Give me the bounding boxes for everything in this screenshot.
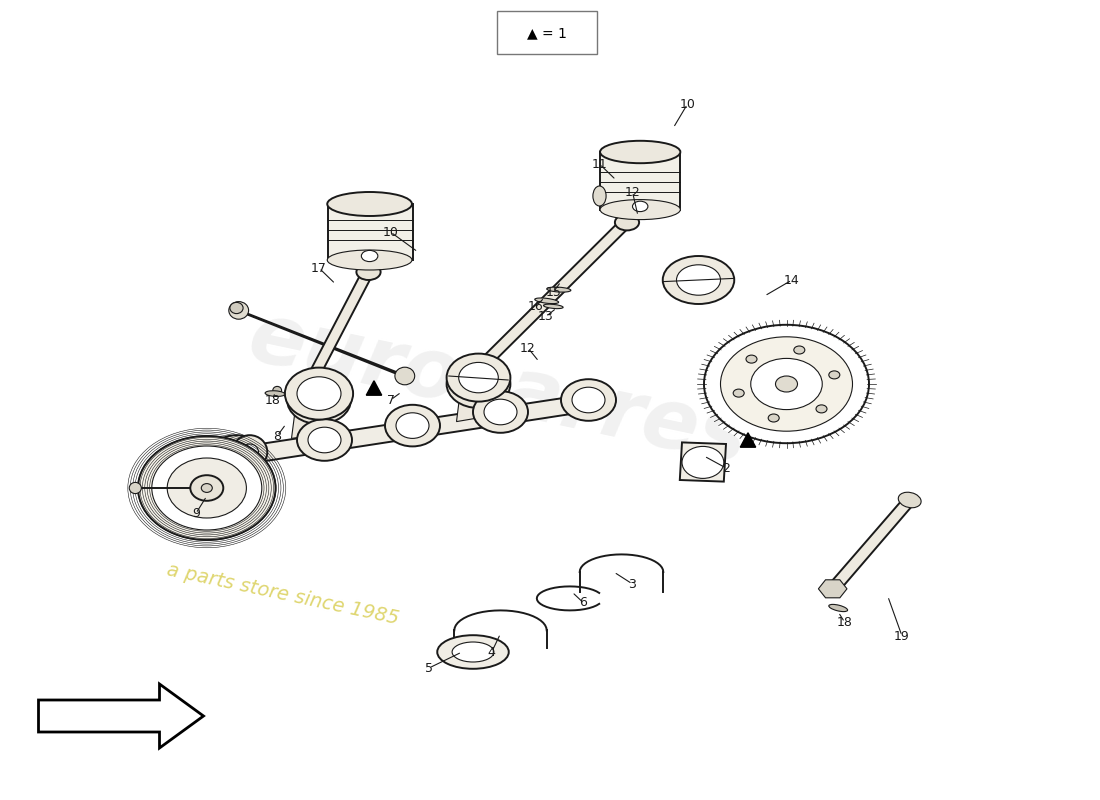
Ellipse shape [190, 475, 223, 501]
Ellipse shape [308, 427, 341, 453]
Ellipse shape [396, 413, 429, 438]
Ellipse shape [229, 302, 249, 319]
Text: 18: 18 [265, 394, 280, 406]
Ellipse shape [328, 192, 412, 216]
Polygon shape [740, 433, 756, 447]
Text: 12: 12 [625, 186, 640, 198]
Ellipse shape [447, 354, 510, 402]
Ellipse shape [816, 405, 827, 413]
Polygon shape [299, 270, 374, 394]
Text: 4: 4 [487, 646, 496, 658]
Text: 14: 14 [784, 274, 800, 286]
Ellipse shape [130, 482, 142, 494]
Ellipse shape [265, 390, 285, 397]
Text: 10: 10 [383, 226, 398, 238]
Ellipse shape [593, 186, 606, 206]
Text: 7: 7 [386, 394, 395, 406]
Ellipse shape [459, 369, 498, 399]
Polygon shape [292, 392, 328, 438]
FancyBboxPatch shape [497, 11, 597, 54]
Ellipse shape [734, 389, 745, 397]
Ellipse shape [285, 367, 353, 419]
Ellipse shape [746, 355, 757, 363]
Ellipse shape [356, 264, 381, 280]
Polygon shape [600, 152, 680, 210]
Text: ▲ = 1: ▲ = 1 [527, 26, 568, 40]
Text: 3: 3 [628, 578, 637, 590]
Text: 12: 12 [520, 342, 536, 354]
Ellipse shape [682, 446, 724, 478]
Ellipse shape [794, 346, 805, 354]
Text: 5: 5 [425, 662, 433, 674]
Ellipse shape [385, 405, 440, 446]
Text: 8: 8 [273, 430, 282, 442]
Text: 11: 11 [592, 158, 607, 170]
Ellipse shape [459, 362, 498, 393]
Polygon shape [462, 219, 632, 382]
Ellipse shape [209, 435, 264, 477]
Ellipse shape [297, 419, 352, 461]
Ellipse shape [601, 200, 680, 219]
Text: eurocarres: eurocarres [242, 296, 756, 481]
Text: 6: 6 [579, 596, 587, 609]
Ellipse shape [768, 414, 779, 422]
Ellipse shape [395, 367, 415, 385]
Ellipse shape [152, 446, 262, 530]
Ellipse shape [484, 399, 517, 425]
Ellipse shape [704, 325, 869, 443]
Polygon shape [220, 392, 603, 468]
Ellipse shape [828, 604, 848, 612]
Ellipse shape [438, 635, 508, 669]
Polygon shape [366, 381, 382, 395]
Text: 9: 9 [191, 507, 200, 520]
Ellipse shape [241, 444, 258, 460]
Ellipse shape [543, 304, 563, 309]
Ellipse shape [361, 250, 378, 262]
Text: 10: 10 [680, 98, 695, 110]
Ellipse shape [299, 385, 339, 415]
Ellipse shape [230, 302, 243, 314]
Polygon shape [456, 372, 495, 422]
Ellipse shape [220, 443, 253, 469]
Ellipse shape [572, 387, 605, 413]
Text: 18: 18 [837, 616, 852, 629]
Ellipse shape [139, 436, 275, 540]
Polygon shape [231, 308, 412, 378]
Ellipse shape [776, 376, 798, 392]
Ellipse shape [447, 360, 510, 408]
Polygon shape [827, 498, 915, 592]
Ellipse shape [615, 214, 639, 230]
Ellipse shape [328, 250, 412, 270]
Text: 13: 13 [538, 310, 553, 323]
Text: 16: 16 [528, 300, 543, 313]
Ellipse shape [662, 256, 735, 304]
Text: 19: 19 [894, 630, 910, 642]
Ellipse shape [720, 337, 852, 431]
Ellipse shape [561, 379, 616, 421]
Polygon shape [680, 442, 726, 482]
Text: 2: 2 [722, 462, 730, 474]
Ellipse shape [750, 358, 823, 410]
Ellipse shape [828, 371, 839, 379]
Ellipse shape [899, 492, 921, 508]
Polygon shape [39, 684, 204, 748]
Ellipse shape [273, 386, 282, 394]
Ellipse shape [547, 287, 571, 292]
Ellipse shape [632, 201, 648, 212]
Polygon shape [818, 580, 847, 598]
Ellipse shape [201, 483, 212, 492]
Polygon shape [328, 204, 412, 260]
Ellipse shape [167, 458, 246, 518]
Text: 15: 15 [546, 286, 561, 298]
Ellipse shape [297, 377, 341, 410]
Ellipse shape [287, 376, 351, 424]
Ellipse shape [232, 435, 267, 469]
Text: a parts store since 1985: a parts store since 1985 [165, 560, 400, 628]
Ellipse shape [676, 265, 720, 295]
Ellipse shape [452, 642, 494, 662]
Ellipse shape [601, 141, 680, 163]
Ellipse shape [535, 298, 559, 304]
Text: 17: 17 [311, 262, 327, 274]
Ellipse shape [473, 391, 528, 433]
